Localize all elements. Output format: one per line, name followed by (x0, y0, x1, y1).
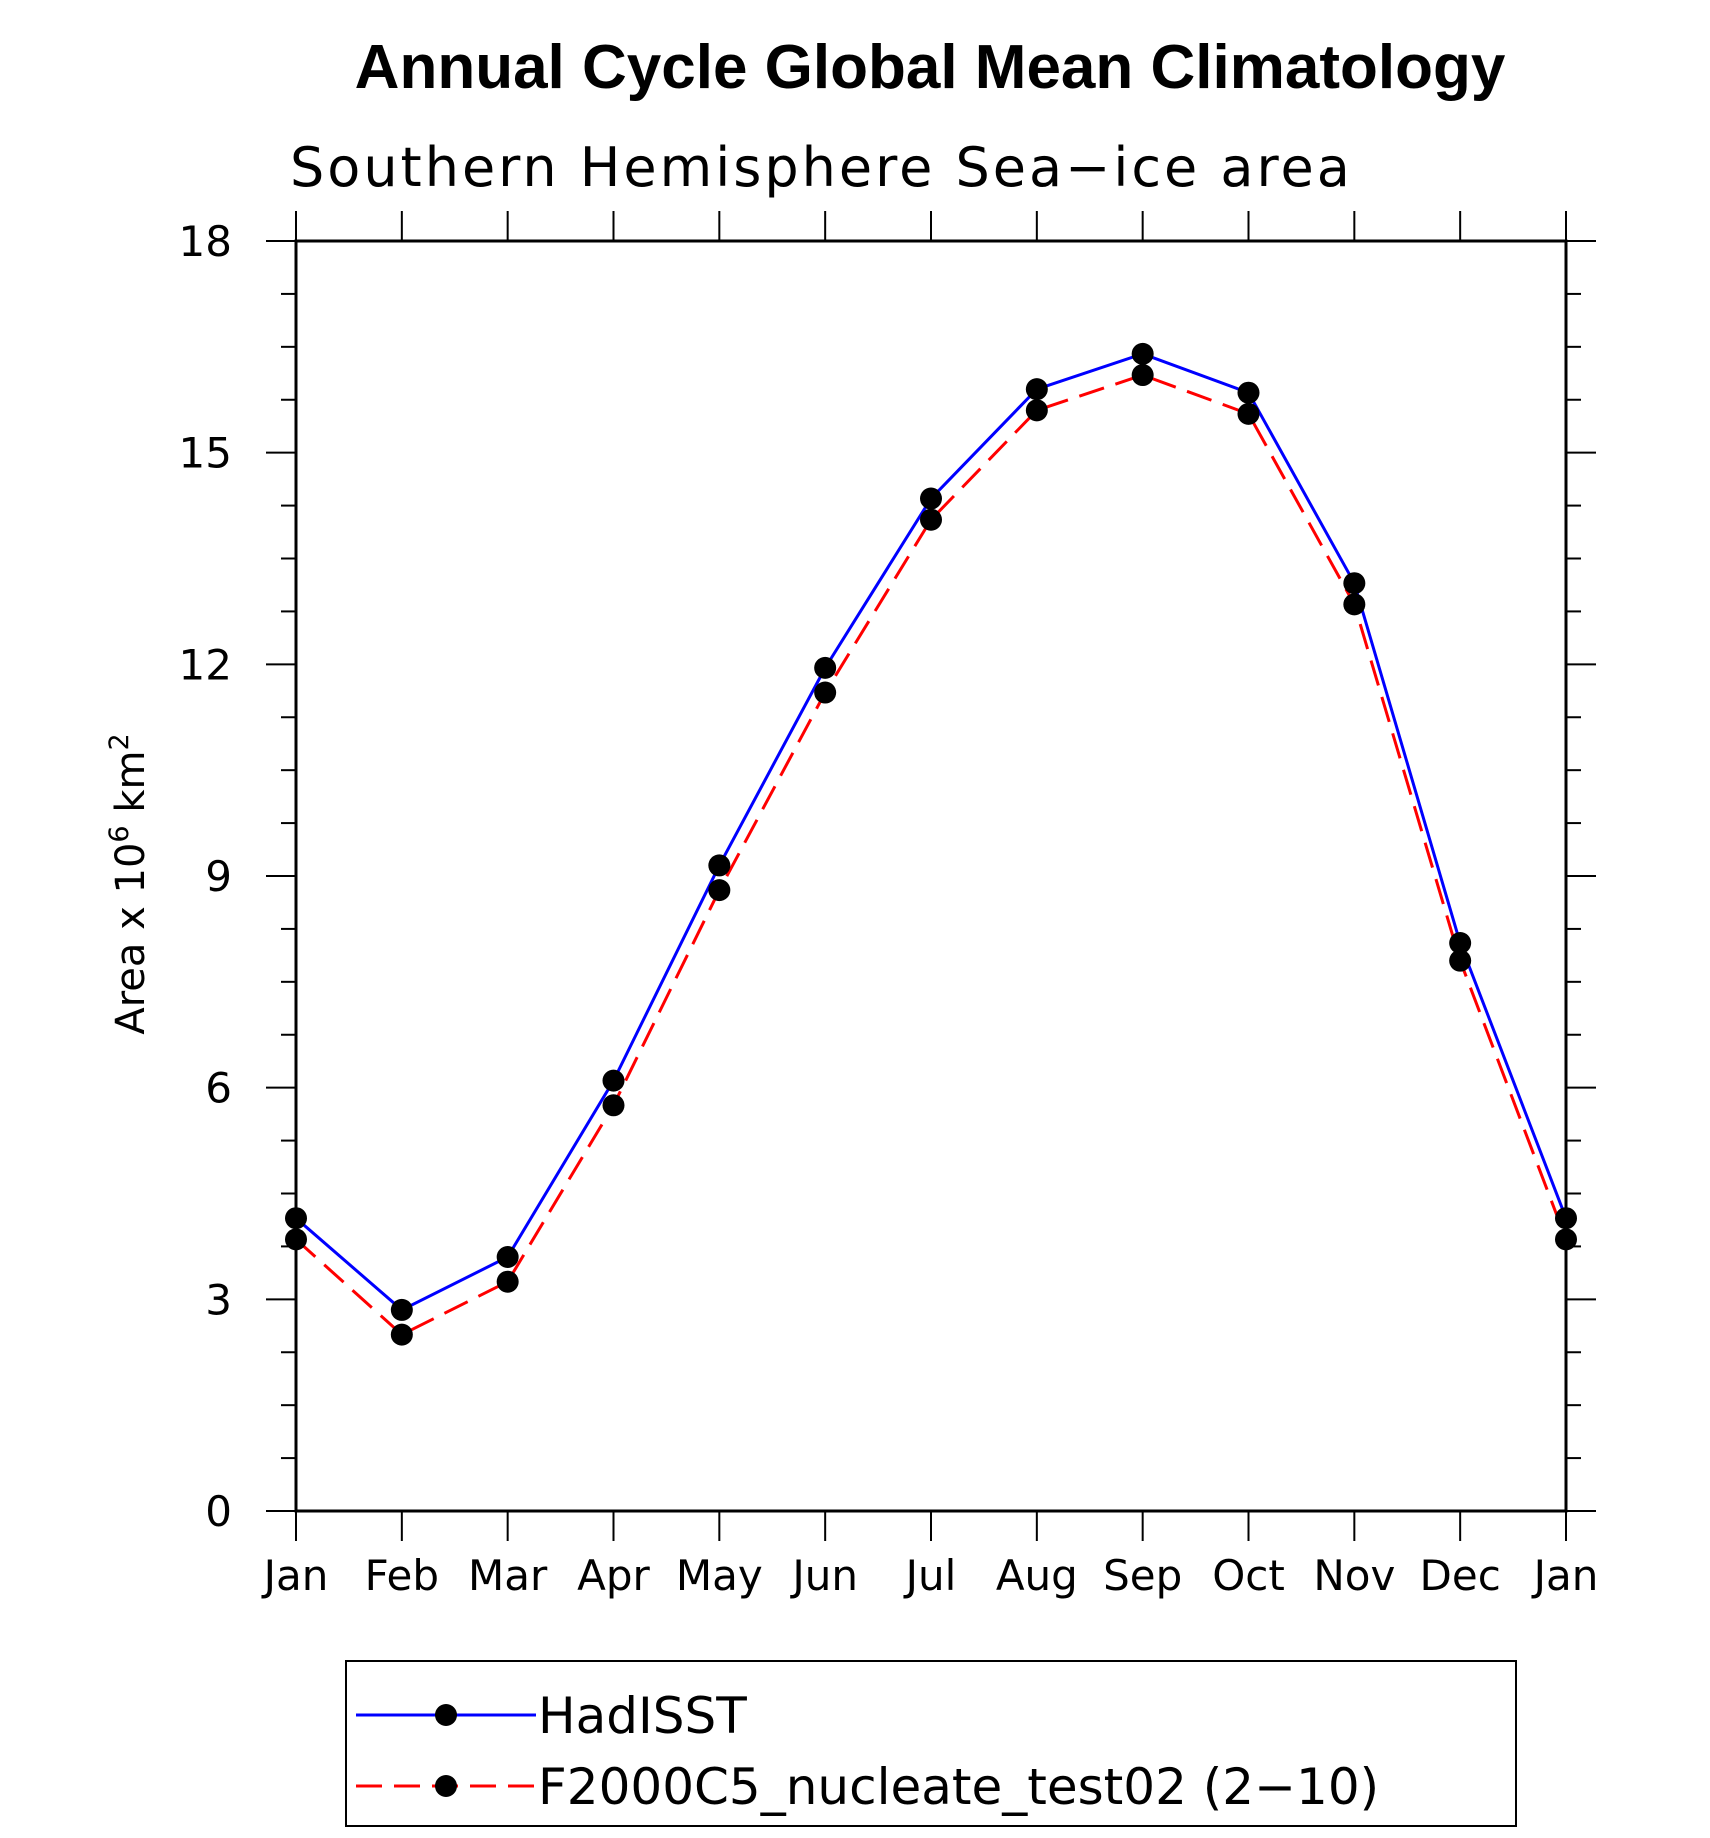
series-1-point (285, 1207, 307, 1230)
series-1-point (920, 487, 942, 510)
chart-title: Annual Cycle Global Mean Climatology (355, 33, 1506, 102)
svg-text:Area x 106 km2: Area x 106 km2 (104, 733, 154, 1034)
series-1-point (496, 1246, 519, 1268)
legend: HadISST F2000C5_nucleate_test02 (2−10) (356, 1687, 1379, 1816)
series-1-point (390, 1298, 413, 1321)
series-2-point (1449, 949, 1472, 972)
y-tick-label-0: 0 (205, 1487, 232, 1536)
x-tick-label-mar-2: Mar (468, 1551, 548, 1600)
x-tick-label-jul-6: Jul (903, 1551, 957, 1600)
legend-label-1: HadISST (538, 1687, 747, 1745)
series-2-point (920, 508, 942, 531)
y-axis-label-mid: km (108, 751, 154, 826)
series-2-point (1555, 1228, 1577, 1251)
x-tick-label-jun-5: Jun (789, 1551, 858, 1600)
series-1-point (708, 854, 731, 877)
y-tick-label-15: 15 (179, 429, 232, 478)
plot-frame (294, 239, 1568, 1513)
x-tick-label-jan-0: Jan (261, 1551, 329, 1600)
series-2-point (1131, 364, 1154, 387)
x-tick-label-aug-7: Aug (996, 1551, 1078, 1600)
series-2-point (496, 1270, 519, 1293)
x-tick-label-nov-10: Nov (1313, 1551, 1395, 1600)
x-tick-label-may-4: May (676, 1551, 763, 1600)
x-tick-label-sep-8: Sep (1103, 1551, 1182, 1600)
series-1-point (1025, 378, 1048, 401)
y-axis-label: Area x 106 km2 (104, 733, 154, 1034)
series-2-point (1343, 593, 1366, 616)
x-tick-label-jan-12: Jan (1531, 1551, 1599, 1600)
y-tick-label-6: 6 (205, 1064, 232, 1113)
series-1-point (602, 1069, 625, 1092)
axis-tick-labels: 0 3 6 9 12 15 18 Jan Feb Mar Apr May Jun Jul Aug Sep Oct… (179, 217, 1599, 1600)
x-tick-label-oct-9: Oct (1212, 1551, 1285, 1600)
series-2-point (390, 1323, 413, 1346)
series-2-point (1237, 402, 1260, 425)
series-1-point (814, 656, 837, 679)
series-2-point (708, 879, 731, 902)
y-axis-label-base: Area x 10 (108, 843, 154, 1035)
series-2-point (602, 1094, 625, 1117)
legend-marker-2 (435, 1775, 457, 1797)
series-1-point (1237, 381, 1260, 404)
y-tick-label-3: 3 (205, 1275, 232, 1324)
legend-marker-1 (435, 1704, 457, 1726)
series-2-point (1025, 399, 1048, 422)
series-1-point (1131, 342, 1154, 365)
y-tick-label-9: 9 (205, 852, 232, 901)
series-1-point (1449, 932, 1472, 955)
series-1-point (1555, 1207, 1577, 1230)
x-tick-label-dec-11: Dec (1420, 1551, 1501, 1600)
series-2-point (814, 681, 837, 704)
chart-subtitle: Southern Hemisphere Sea−ice area (290, 136, 1353, 199)
x-tick-label-feb-1: Feb (365, 1551, 439, 1600)
y-tick-label-18: 18 (179, 217, 232, 266)
legend-label-2: F2000C5_nucleate_test02 (2−10) (538, 1758, 1379, 1816)
series-2-point (285, 1228, 307, 1251)
y-tick-label-12: 12 (179, 640, 232, 689)
x-tick-label-apr-3: Apr (577, 1551, 650, 1600)
legend-box (345, 1660, 1517, 1827)
axis-ticks (266, 211, 1596, 1541)
series-1-point (1343, 572, 1366, 595)
y-axis-label-exp2: 2 (104, 733, 135, 750)
series-layer (285, 342, 1577, 1346)
y-axis-label-exp1: 6 (104, 825, 135, 842)
